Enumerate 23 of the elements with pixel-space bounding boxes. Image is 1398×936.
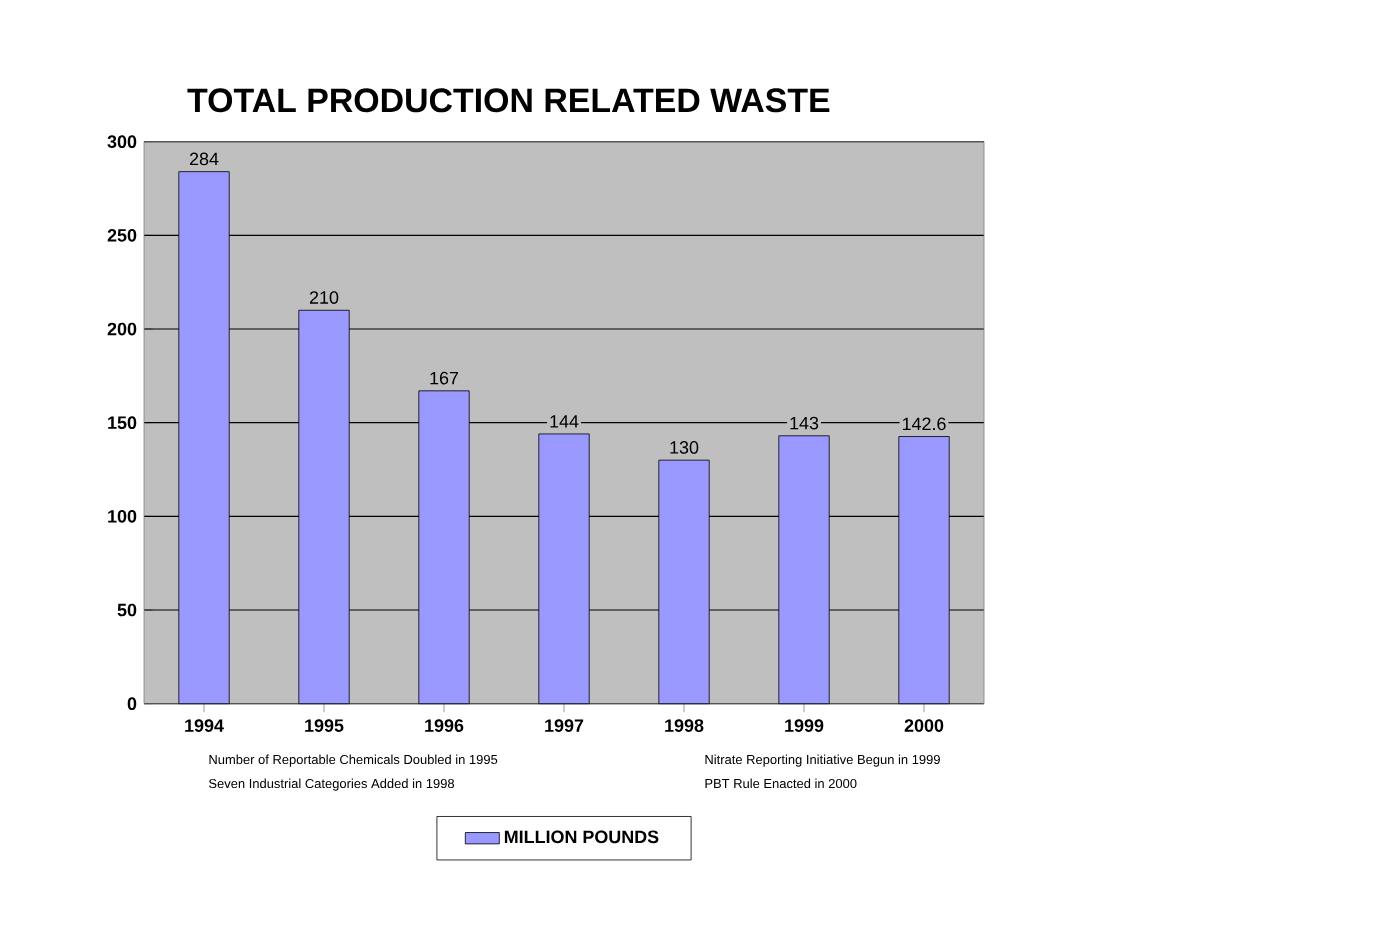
data-label: 144 [550, 415, 579, 428]
data-label: 210 [309, 291, 339, 304]
y-tick-label: 150 [108, 416, 137, 430]
x-tick-label: 1994 [185, 719, 224, 732]
data-label: 167 [430, 371, 459, 385]
x-tick-label: 2000 [904, 719, 944, 732]
data-label: 284 [189, 152, 219, 166]
x-tick-label: 1998 [665, 719, 704, 732]
y-tick-label: 250 [107, 228, 137, 242]
y-tick-label: 100 [108, 509, 137, 523]
x-tick-label: 1995 [305, 719, 344, 732]
y-tick-label: 0 [127, 697, 137, 711]
x-tick-label: 1996 [425, 719, 464, 732]
data-label: 130 [670, 441, 699, 454]
legend-label: MILLION POUNDS [504, 830, 659, 844]
y-tick-label: 300 [107, 135, 137, 149]
y-tick-label: 200 [107, 322, 137, 336]
x-tick-label: 1997 [545, 719, 584, 732]
data-label: 143 [790, 416, 819, 430]
x-tick-label: 1999 [785, 719, 824, 732]
data-label: 142.6 [902, 417, 946, 431]
y-tick-label: 50 [117, 603, 137, 617]
chart-title: TOTAL PRODUCTION RELATED WASTE [187, 88, 830, 113]
